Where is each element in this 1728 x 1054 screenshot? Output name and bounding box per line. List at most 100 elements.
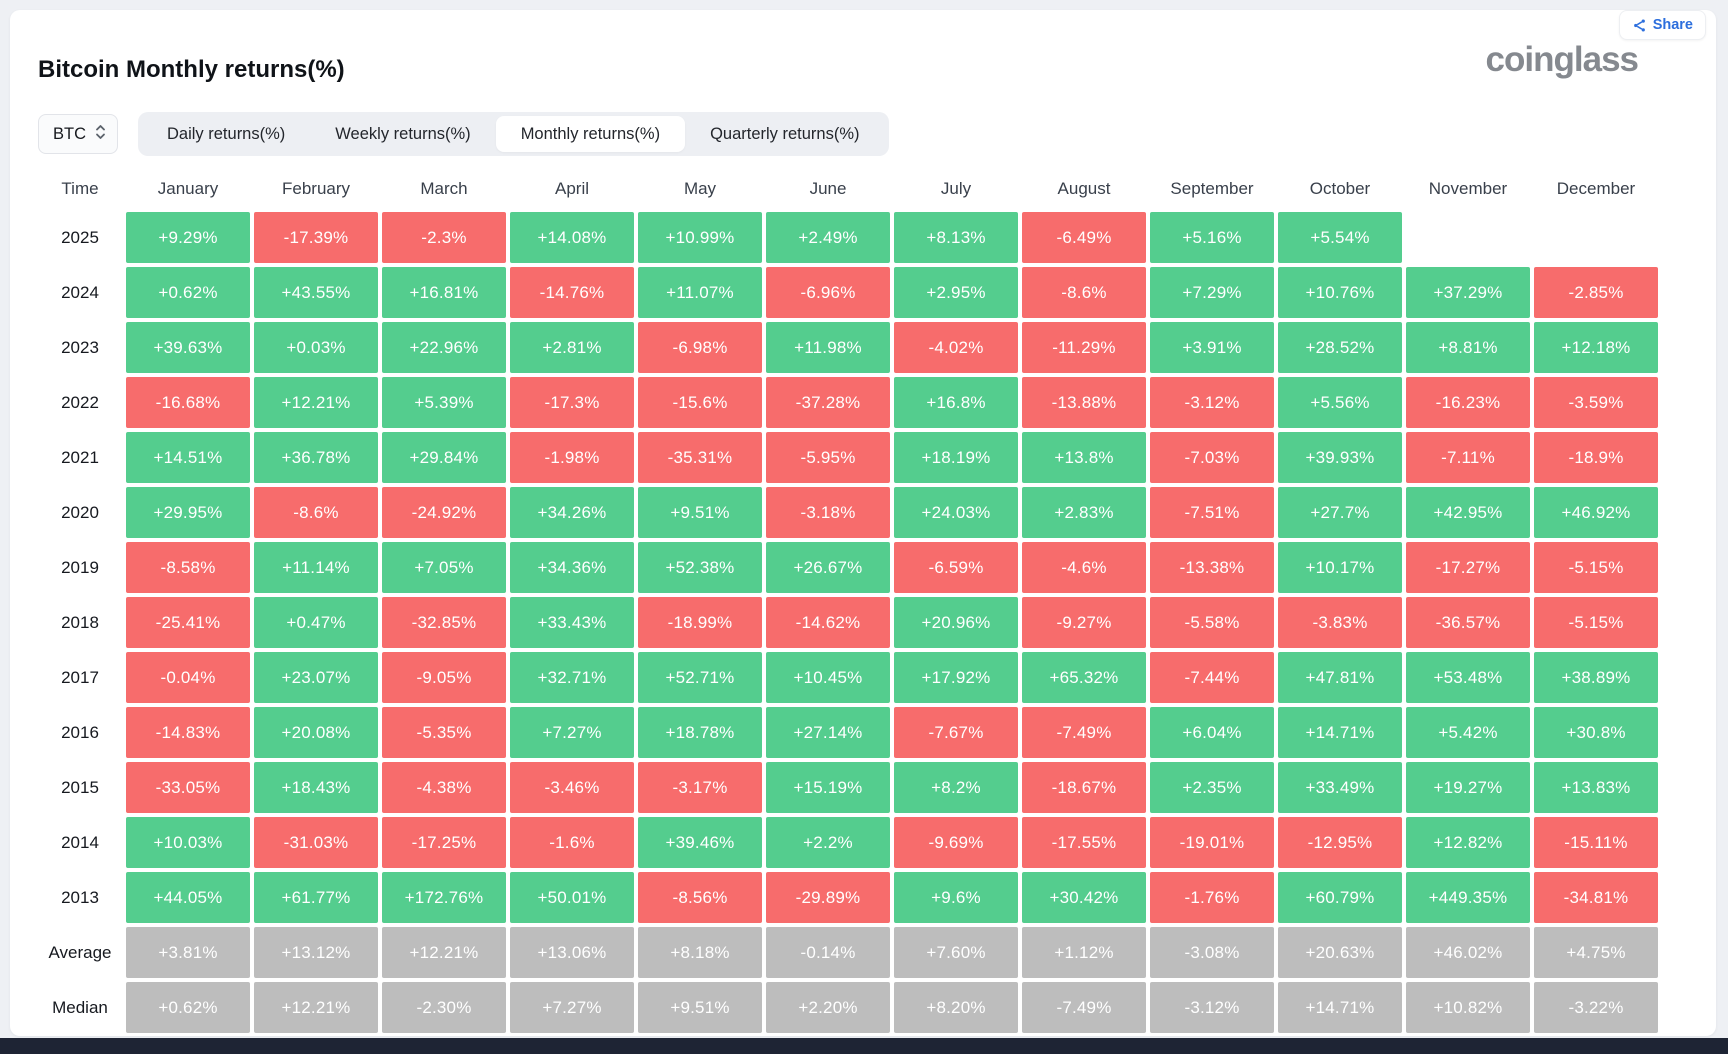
column-header-month: July xyxy=(940,179,972,198)
return-cell: -5.58% xyxy=(1150,597,1274,648)
return-cell: -16.23% xyxy=(1406,377,1530,428)
return-cell: +2.35% xyxy=(1150,762,1274,813)
return-cell: +24.03% xyxy=(894,487,1018,538)
return-cell: -19.01% xyxy=(1150,817,1274,868)
return-cell: +46.92% xyxy=(1534,487,1658,538)
return-cell: +60.79% xyxy=(1278,872,1402,923)
return-cell: -2.3% xyxy=(382,212,506,263)
return-cell: +33.43% xyxy=(510,597,634,648)
return-cell: -8.6% xyxy=(254,487,378,538)
return-cell: -3.22% xyxy=(1534,982,1658,1033)
return-cell: -36.57% xyxy=(1406,597,1530,648)
return-cell: +0.03% xyxy=(254,322,378,373)
return-cell: -6.59% xyxy=(894,542,1018,593)
return-cell: +13.12% xyxy=(254,927,378,978)
bottom-bar xyxy=(0,1038,1728,1054)
return-cell: +8.81% xyxy=(1406,322,1530,373)
column-header-month: February xyxy=(281,179,351,198)
return-cell: +7.05% xyxy=(382,542,506,593)
return-cell: +0.47% xyxy=(254,597,378,648)
return-cell: +12.21% xyxy=(254,377,378,428)
return-cell: +13.83% xyxy=(1534,762,1658,813)
return-cell: +172.76% xyxy=(382,872,506,923)
return-cell: +5.42% xyxy=(1406,707,1530,758)
return-cell: +4.75% xyxy=(1534,927,1658,978)
return-cell: -3.83% xyxy=(1278,597,1402,648)
return-cell: +3.91% xyxy=(1150,322,1274,373)
return-cell: +14.71% xyxy=(1278,982,1402,1033)
return-cell: -3.17% xyxy=(638,762,762,813)
tab-weekly-returns[interactable]: Weekly returns(%) xyxy=(335,124,471,143)
return-cell: +18.78% xyxy=(638,707,762,758)
return-cell xyxy=(1534,212,1658,263)
return-cell: -6.49% xyxy=(1022,212,1146,263)
return-cell: +20.08% xyxy=(254,707,378,758)
symbol-select[interactable]: BTC xyxy=(38,114,118,154)
column-header-month: August xyxy=(1057,179,1111,198)
return-cell: +50.01% xyxy=(510,872,634,923)
row-label-2014: 2014 xyxy=(61,832,99,852)
column-header-month: September xyxy=(1170,179,1254,198)
return-cell: -1.98% xyxy=(510,432,634,483)
return-cell: -18.67% xyxy=(1022,762,1146,813)
return-cell: +17.92% xyxy=(894,652,1018,703)
return-cell: -3.46% xyxy=(510,762,634,813)
return-cell: +9.29% xyxy=(126,212,250,263)
return-cell: -16.68% xyxy=(126,377,250,428)
return-cell: -37.28% xyxy=(766,377,890,428)
return-cell: +10.17% xyxy=(1278,542,1402,593)
return-cell: +28.52% xyxy=(1278,322,1402,373)
return-cell: -2.85% xyxy=(1534,267,1658,318)
row-label-2022: 2022 xyxy=(61,392,99,412)
return-cell: -4.02% xyxy=(894,322,1018,373)
row-label-2025: 2025 xyxy=(61,227,99,247)
return-cell: +7.29% xyxy=(1150,267,1274,318)
return-cell: +16.81% xyxy=(382,267,506,318)
return-cell: +8.2% xyxy=(894,762,1018,813)
return-cell: +37.29% xyxy=(1406,267,1530,318)
return-cell: +15.19% xyxy=(766,762,890,813)
return-cell: -7.49% xyxy=(1022,982,1146,1033)
return-cell: -7.44% xyxy=(1150,652,1274,703)
return-cell: -5.15% xyxy=(1534,542,1658,593)
return-cell: +6.04% xyxy=(1150,707,1274,758)
return-cell: -34.81% xyxy=(1534,872,1658,923)
return-cell: +7.27% xyxy=(510,982,634,1033)
return-cell: -35.31% xyxy=(638,432,762,483)
controls-row: BTC Daily returns(%) Weekly returns(%) Mon… xyxy=(38,112,889,156)
return-cell: +10.76% xyxy=(1278,267,1402,318)
return-cell: +2.95% xyxy=(894,267,1018,318)
row-label-2020: 2020 xyxy=(61,502,99,522)
return-cell: +29.84% xyxy=(382,432,506,483)
return-cell: +44.05% xyxy=(126,872,250,923)
return-cell: -9.69% xyxy=(894,817,1018,868)
column-header-month: November xyxy=(1428,179,1508,198)
return-cell: -1.6% xyxy=(510,817,634,868)
return-cell: -3.08% xyxy=(1150,927,1274,978)
tab-quarterly-returns[interactable]: Quarterly returns(%) xyxy=(710,124,860,143)
share-button[interactable]: Share xyxy=(1618,10,1706,40)
return-cell: +5.54% xyxy=(1278,212,1402,263)
return-cell: +26.67% xyxy=(766,542,890,593)
return-cell: +13.8% xyxy=(1022,432,1146,483)
return-cell: +10.99% xyxy=(638,212,762,263)
return-cell: +23.07% xyxy=(254,652,378,703)
return-cell: +65.32% xyxy=(1022,652,1146,703)
return-cell: -29.89% xyxy=(766,872,890,923)
return-cell: -17.3% xyxy=(510,377,634,428)
return-cell: +11.14% xyxy=(254,542,378,593)
return-cell: +52.38% xyxy=(638,542,762,593)
tab-daily-returns[interactable]: Daily returns(%) xyxy=(167,124,286,143)
return-cell: +43.55% xyxy=(254,267,378,318)
return-cell: +10.03% xyxy=(126,817,250,868)
column-header-month: March xyxy=(420,179,468,198)
return-cell: +9.6% xyxy=(894,872,1018,923)
tab-monthly-returns[interactable]: Monthly returns(%) xyxy=(495,116,686,152)
return-cell: +20.96% xyxy=(894,597,1018,648)
return-cell: +34.36% xyxy=(510,542,634,593)
return-cell: -5.95% xyxy=(766,432,890,483)
return-cell: -12.95% xyxy=(1278,817,1402,868)
row-label-2018: 2018 xyxy=(61,612,99,632)
return-cell: -14.83% xyxy=(126,707,250,758)
return-cell: +449.35% xyxy=(1406,872,1530,923)
